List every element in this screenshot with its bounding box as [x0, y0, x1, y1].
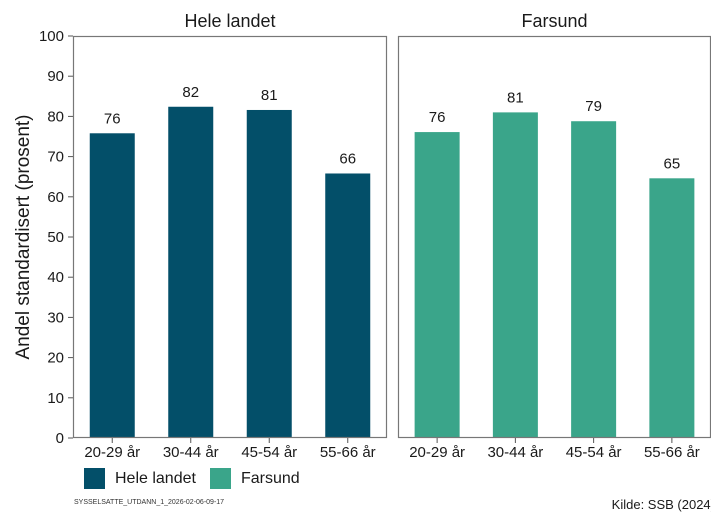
y-axis-title: Andel standardisert (prosent) [13, 114, 34, 359]
y-axis: 0 10 20 30 40 50 60 70 80 90 100 [39, 28, 73, 447]
y-tick-label: 0 [56, 430, 64, 447]
y-tick-label: 40 [47, 269, 64, 286]
bar [246, 109, 292, 438]
legend-label: Farsund [240, 469, 300, 487]
data-label: 79 [585, 98, 602, 115]
y-tick-label: 20 [47, 350, 64, 367]
x-tick-label: 20-29 år [409, 444, 465, 461]
bar [649, 178, 695, 439]
data-label: 81 [507, 89, 524, 106]
legend-swatch [84, 468, 105, 489]
y-tick-label: 90 [47, 68, 64, 85]
bar [168, 106, 214, 438]
x-tick-label: 55-66 år [644, 444, 700, 461]
y-tick-label: 100 [39, 28, 64, 45]
data-label: 76 [104, 110, 121, 127]
chart: 0 10 20 30 40 50 60 70 80 90 100 Andel standardise… [13, 11, 711, 461]
panel-hele-landet: Hele landet 76 20-29 år 82 30-44 år 81 45-54 å… [72, 11, 388, 461]
bar [571, 121, 617, 438]
bar [492, 112, 538, 438]
legend-item-farsund: Farsund [209, 468, 300, 489]
x-tick-label: 45-54 år [566, 444, 622, 461]
y-tick-label: 50 [47, 229, 64, 246]
panel-border [72, 35, 388, 439]
source-note: Kilde: SSB (2024) [611, 497, 711, 512]
y-tick-label: 70 [47, 149, 64, 166]
data-label: 76 [429, 109, 446, 126]
panel-title: Farsund [521, 11, 587, 31]
x-tick-label: 20-29 år [84, 444, 140, 461]
x-tick-label: 30-44 år [163, 444, 219, 461]
panel-farsund: Farsund 76 20-29 år 81 30-44 år 79 45-54 år 65 5… [397, 11, 711, 461]
data-label: 82 [182, 84, 199, 101]
bar [89, 133, 135, 438]
y-tick-label: 10 [47, 390, 64, 407]
y-tick-label: 30 [47, 309, 64, 326]
data-label: 81 [261, 87, 278, 104]
data-label: 65 [664, 155, 681, 172]
legend-item-hele-landet: Hele landet [84, 468, 196, 489]
data-label: 66 [339, 150, 356, 167]
bar [325, 173, 371, 438]
panel-title: Hele landet [184, 11, 275, 31]
legend: Hele landet Farsund [84, 468, 314, 489]
legend-label: Hele landet [115, 469, 196, 487]
x-tick-label: 55-66 år [320, 444, 376, 461]
figure-id: SYSSELSATTE_UTDANN_1_2026-02-06-09-17 [74, 499, 225, 506]
panels: Hele landet 76 20-29 år 82 30-44 år 81 45-54 å… [72, 11, 711, 461]
legend-swatch [209, 468, 231, 489]
y-tick-label: 80 [47, 108, 64, 125]
bar [414, 132, 460, 438]
x-tick-label: 30-44 år [487, 444, 543, 461]
x-tick-label: 45-54 år [241, 444, 297, 461]
y-tick-label: 60 [47, 189, 64, 206]
